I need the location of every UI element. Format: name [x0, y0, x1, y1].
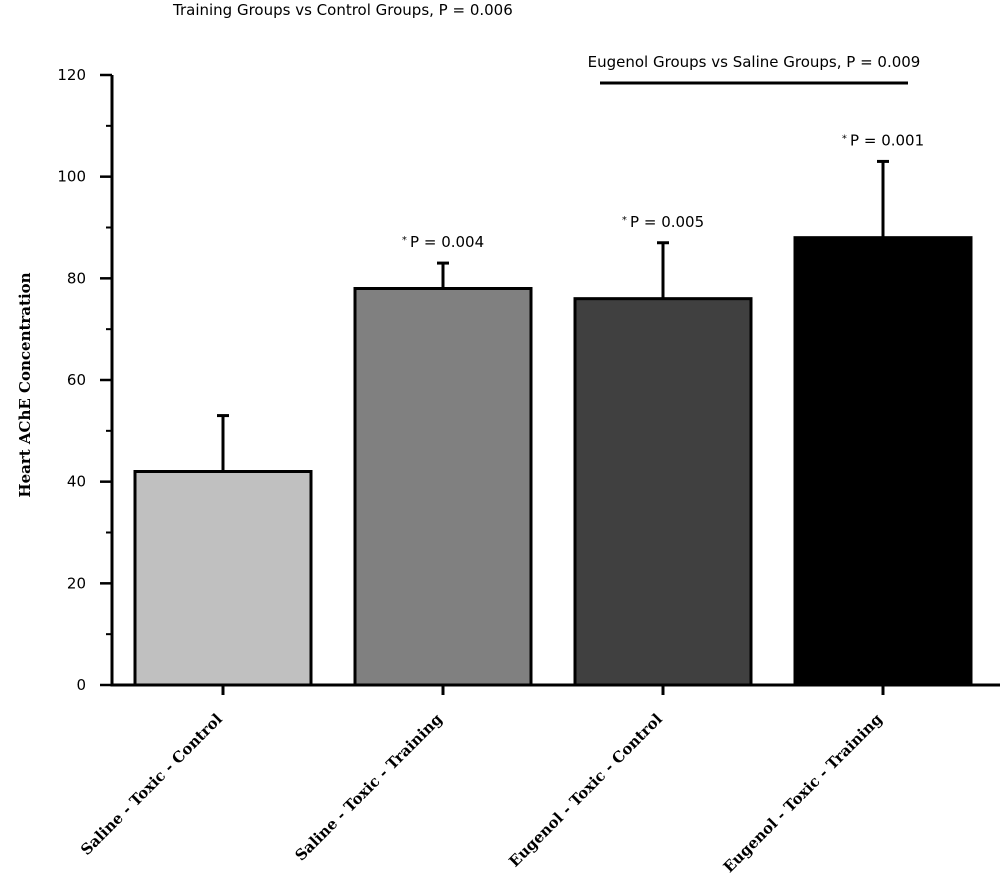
error-bars-layer — [217, 159, 889, 472]
y-tick-label: 0 — [76, 676, 86, 694]
bars-layer — [133, 236, 973, 687]
y-tick-label: 60 — [67, 371, 86, 389]
category-label: Eugenol - Toxic - Control — [505, 710, 666, 871]
bar — [133, 470, 313, 687]
y-tick-label: 120 — [57, 66, 86, 84]
bar — [793, 236, 973, 687]
significance-label: * P = 0.005 — [622, 213, 704, 231]
comparison-label: Training Groups vs Control Groups, P = 0… — [172, 1, 513, 19]
y-tick-label: 80 — [67, 269, 86, 287]
category-label: Saline - Toxic - Training — [291, 710, 446, 865]
significance-label: * P = 0.001 — [842, 131, 924, 149]
category-label: Saline - Toxic - Control — [77, 710, 226, 859]
bar — [573, 297, 753, 687]
y-tick-label: 40 — [67, 473, 86, 491]
y-tick-label: 100 — [57, 168, 86, 186]
comparison-annotations: Training Groups vs Control Groups, P = 0… — [172, 1, 921, 85]
y-tick-label: 20 — [67, 574, 86, 592]
comparison-label: Eugenol Groups vs Saline Groups, P = 0.0… — [588, 53, 921, 71]
significance-labels: * P = 0.004 * P = 0.005 * P = 0.001 — [402, 131, 924, 251]
category-labels: Saline - Toxic - Control Saline - Toxic -… — [77, 710, 886, 876]
significance-label: * P = 0.004 — [402, 233, 484, 251]
y-axis-ticks: 0 20 40 60 80 100 120 — [57, 66, 112, 694]
x-axis-ticks — [221, 685, 885, 695]
y-axis-label: Heart AChE Concentration — [16, 272, 34, 497]
category-label: Eugenol - Toxic - Training — [720, 710, 886, 876]
bar — [353, 287, 533, 687]
